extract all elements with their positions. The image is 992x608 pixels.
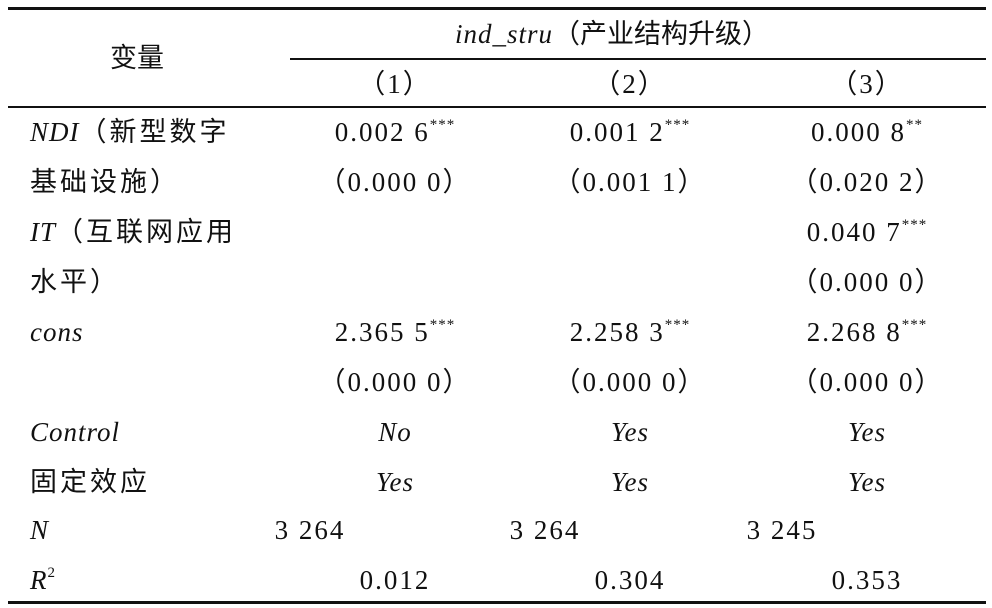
cell-value: Yes	[847, 417, 887, 447]
cell: 2.365 5***	[265, 312, 525, 352]
label-var: R	[30, 565, 48, 595]
cell-value: No	[378, 417, 412, 447]
label-sup: 2	[47, 565, 56, 581]
cell: 3 264	[415, 510, 675, 550]
cell-value: （0.000 0）	[553, 367, 707, 397]
cell-value: （0.001 1）	[553, 167, 707, 197]
label-desc: 水平）	[30, 267, 120, 297]
cell: 0.002 6***	[265, 112, 525, 152]
group-desc: （产业结构升级）	[553, 19, 770, 49]
row-label: 水平）	[30, 262, 120, 302]
row-label: cons	[30, 312, 84, 352]
cell: （0.000 0）	[265, 162, 525, 202]
cell-stars: ***	[429, 317, 456, 333]
cell: Yes	[500, 412, 760, 452]
cell-value: （0.000 0）	[318, 167, 472, 197]
header-group: ind_stru（产业结构升级）	[455, 14, 769, 54]
cell: 0.040 7***	[737, 212, 992, 252]
cell-value: Yes	[847, 467, 887, 497]
label-var: Control	[30, 417, 121, 447]
cell-value: 0.304	[594, 565, 666, 595]
row-label: Control	[30, 412, 120, 452]
cell: 0.000 8**	[737, 112, 992, 152]
cell-stars: **	[906, 117, 923, 133]
cell: （0.000 0）	[737, 362, 992, 402]
cell-value: （0.000 0）	[790, 367, 944, 397]
cell-value: 0.040 7	[806, 217, 902, 247]
cell: （0.020 2）	[737, 162, 992, 202]
cell-stars: ***	[664, 117, 691, 133]
cell: Yes	[265, 462, 525, 502]
cell: No	[265, 412, 525, 452]
row-label: 基础设施）	[30, 162, 180, 202]
cell-value: 3 245	[746, 515, 818, 545]
label-desc: （互联网应用	[56, 217, 237, 247]
label-var: IT	[30, 217, 57, 247]
cell: Yes	[737, 462, 992, 502]
cell-value: 3 264	[274, 515, 346, 545]
cell-value: 0.000 8	[811, 117, 906, 147]
label-var: N	[30, 515, 50, 545]
label-desc: （新型数字	[79, 117, 230, 147]
label-var: NDI	[30, 117, 80, 147]
column-header: （3）	[830, 69, 904, 99]
cell-value: Yes	[375, 467, 415, 497]
cell: 3 264	[180, 510, 440, 550]
cell-value: 3 264	[509, 515, 581, 545]
cell: 0.012	[265, 560, 525, 600]
cell-value: 0.002 6	[334, 117, 430, 147]
header-rule	[8, 106, 986, 108]
bottom-rule	[8, 601, 986, 604]
cell-stars: ***	[901, 317, 928, 333]
cell: （0.001 1）	[500, 162, 760, 202]
cell-value: 2.268 8	[806, 317, 902, 347]
cell: （0.000 0）	[500, 362, 760, 402]
cell-value: 0.012	[359, 565, 431, 595]
cell: 2.268 8***	[737, 312, 992, 352]
cell: 3 245	[652, 510, 912, 550]
label-var: cons	[30, 317, 84, 347]
row-label: 固定效应	[30, 462, 150, 502]
cell-stars: ***	[664, 317, 691, 333]
top-rule	[8, 7, 986, 10]
cell-value: 0.001 2	[569, 117, 665, 147]
cell-stars: ***	[429, 117, 456, 133]
cell-stars: ***	[901, 217, 928, 233]
cell: 0.353	[737, 560, 992, 600]
cell-value: 0.353	[831, 565, 903, 595]
row-label: N	[30, 510, 49, 550]
row-label: NDI（新型数字	[30, 112, 230, 152]
cell-value: Yes	[610, 417, 650, 447]
cell-value: Yes	[610, 467, 650, 497]
cell-value: （0.000 0）	[318, 367, 472, 397]
cell: （0.000 0）	[737, 262, 992, 302]
cell: 2.258 3***	[500, 312, 760, 352]
cell-value: 2.365 5	[334, 317, 430, 347]
row-label: R2	[30, 560, 56, 600]
row-label: IT（互联网应用	[30, 212, 236, 252]
cell: （0.000 0）	[265, 362, 525, 402]
cell-value: （0.000 0）	[790, 267, 944, 297]
cell: 0.304	[500, 560, 760, 600]
label-desc: 基础设施）	[30, 167, 180, 197]
cell: 0.001 2***	[500, 112, 760, 152]
cell: Yes	[500, 462, 760, 502]
group-var: ind_stru	[455, 19, 554, 49]
cell-value: 2.258 3	[569, 317, 665, 347]
group-rule	[290, 58, 986, 60]
column-header: （2）	[593, 69, 667, 99]
label-desc: 固定效应	[30, 467, 150, 497]
header-variable: 变量	[110, 43, 164, 73]
cell-value: （0.020 2）	[790, 167, 944, 197]
cell: Yes	[737, 412, 992, 452]
column-header: （1）	[358, 69, 432, 99]
